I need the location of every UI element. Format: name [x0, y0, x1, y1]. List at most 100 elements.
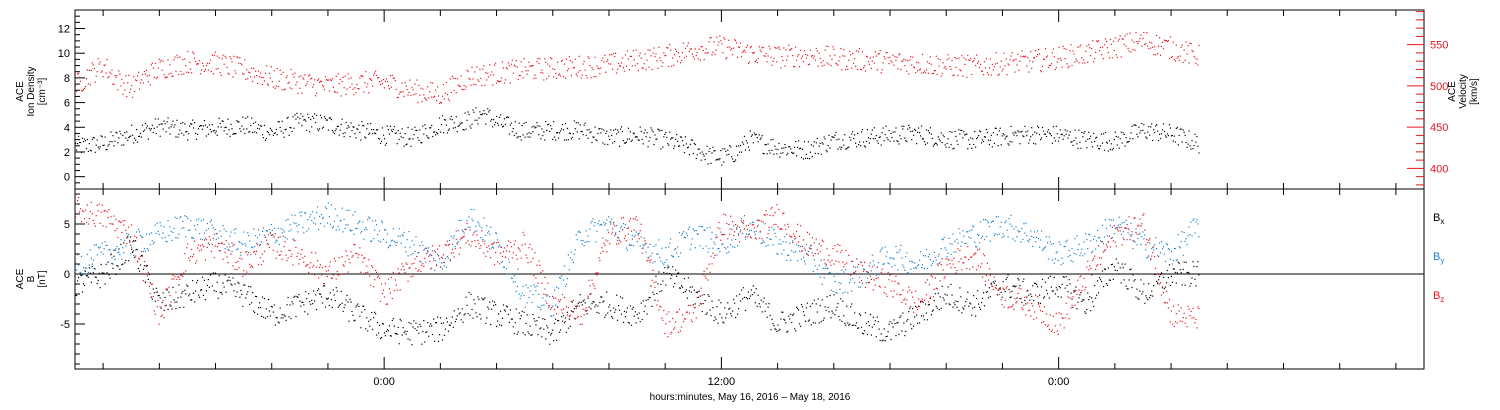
velocity-series-point [496, 80, 499, 82]
bx-series-point [882, 339, 884, 341]
bx-series-point [687, 277, 690, 279]
by-series-point [1162, 246, 1165, 248]
density-series-point [1067, 137, 1069, 139]
density-series-point [260, 125, 263, 127]
bx-series-point [821, 299, 823, 301]
velocity-series-point [1155, 54, 1157, 56]
velocity-series-point [1184, 59, 1186, 61]
by-series-point [802, 256, 805, 258]
by-series-point [434, 269, 436, 271]
velocity-series-point [424, 97, 426, 99]
bx-series-point [1196, 266, 1198, 268]
density-series-point [230, 123, 232, 126]
density-series-point [400, 136, 402, 138]
bx-series-point [262, 316, 265, 318]
bx-series-point [278, 322, 280, 324]
bx-series-point [160, 307, 162, 309]
bx-series-point [868, 324, 871, 327]
density-series-point [199, 124, 202, 127]
bx-series-point [867, 321, 870, 323]
bx-series-point [128, 260, 130, 262]
bx-series-point [1015, 285, 1017, 287]
velocity-series-point [389, 75, 391, 77]
density-series-point [1193, 144, 1195, 147]
by-series-point [1189, 233, 1191, 236]
velocity-series-point [1130, 51, 1132, 53]
velocity-series-point [968, 59, 970, 61]
by-series-point [425, 261, 427, 263]
bz-series-point [119, 221, 121, 223]
density-series-point [372, 133, 374, 135]
density-series-point [1160, 133, 1163, 135]
by-series-point [743, 215, 746, 217]
by-series-point [452, 237, 454, 239]
density-series-point [1079, 141, 1081, 143]
bx-series-point [1033, 299, 1035, 301]
bx-series-point [627, 321, 630, 324]
by-series-point [338, 229, 340, 231]
velocity-series-point [648, 66, 650, 68]
bx-series-point [521, 310, 523, 312]
velocity-series-point [94, 81, 96, 83]
velocity-series-point [470, 84, 472, 86]
velocity-series-point [743, 49, 746, 51]
bx-series-point [548, 331, 550, 334]
density-series-point [234, 133, 236, 135]
bx-series-point [843, 315, 845, 317]
velocity-series-point [597, 67, 599, 69]
density-series-point [622, 139, 625, 142]
velocity-series-point [148, 74, 150, 77]
velocity-series-point [600, 67, 602, 69]
bx-series-point [411, 344, 413, 346]
by-series-point [110, 252, 112, 254]
by-series-point [204, 237, 207, 239]
by-series-point [1160, 241, 1163, 243]
velocity-series-point [284, 88, 286, 90]
by-series-point [500, 261, 503, 264]
velocity-series-point [1086, 45, 1088, 47]
by-series-point [469, 226, 471, 228]
by-series-point [1161, 248, 1164, 250]
bx-series-point [665, 284, 667, 286]
density-series-point [119, 130, 121, 133]
bx-series-point [1161, 287, 1164, 289]
bx-series-point [707, 294, 709, 296]
by-series-point [1138, 233, 1140, 235]
density-series-point [618, 145, 621, 147]
density-series-point [838, 138, 840, 140]
bx-series-point [1081, 300, 1083, 303]
velocity-series-point [159, 61, 161, 63]
density-series-point [709, 147, 711, 150]
density-series-point [1108, 140, 1111, 142]
by-series-point [161, 237, 163, 239]
bx-series-point [425, 331, 427, 334]
bx-series-point [980, 301, 983, 304]
bx-series-point [976, 297, 978, 300]
density-series-point [346, 127, 348, 129]
velocity-series-point [431, 96, 433, 98]
bx-series-point [467, 312, 469, 315]
bz-series-point [77, 197, 80, 199]
density-series-point [357, 128, 359, 131]
by-series-point [584, 241, 586, 244]
velocity-series-point [993, 66, 995, 68]
density-series-point [925, 129, 928, 131]
bz-series-point [121, 232, 123, 234]
bx-series-point [79, 274, 82, 276]
density-series-point [796, 146, 799, 148]
velocity-series-point [90, 69, 92, 72]
bx-series-point [607, 312, 609, 314]
by-series-point [598, 220, 600, 222]
bx-series-point [233, 290, 235, 292]
density-series-point [787, 152, 789, 154]
by-series-point [1120, 233, 1122, 235]
density-series-point [781, 147, 783, 149]
velocity-series-point [736, 56, 739, 58]
density-series-point [899, 135, 901, 137]
bx-series-point [308, 292, 310, 295]
velocity-series-point [395, 88, 397, 91]
bx-series-point [342, 310, 344, 313]
density-series-point [311, 126, 313, 128]
bz-series-point [75, 203, 78, 205]
velocity-series-point [492, 84, 494, 86]
